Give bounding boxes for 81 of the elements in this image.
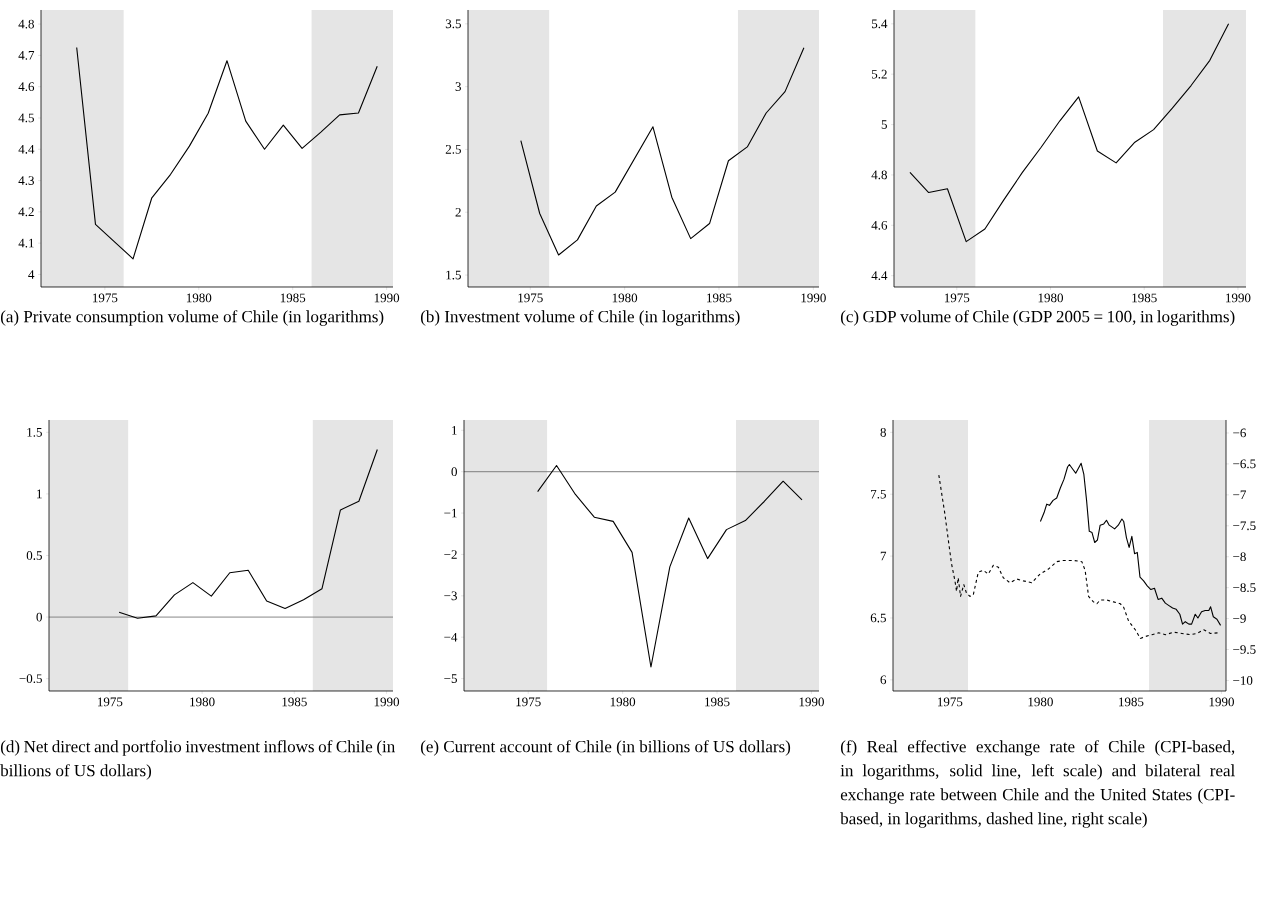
x-tick-label: 1975 [518, 293, 543, 303]
text: (c) GDP volume of Chile (GDP 2005 = 100, in logarithms) [840, 310, 1235, 326]
y2-tick-label: −10 [1233, 676, 1253, 685]
line-series [76, 47, 378, 260]
y-tick-label: 4.5 [18, 113, 34, 123]
x-tick-label: 1975 [944, 293, 970, 303]
y-tick-label: 4.7 [18, 51, 35, 60]
text: (f) Real effective exchange rate of Chile (CPI-based, in logarithms, solid line, left scale) and bilateral real exchange rate between Chile and the United States (CPI-based, in logarithms, dashed line, right scale) [840, 740, 1235, 828]
y2-tick-label: −9.5 [1233, 645, 1256, 654]
line-series [909, 23, 1230, 243]
line-series [1039, 462, 1222, 626]
x-tick-label: 1985 [705, 697, 730, 707]
x-tick-label: 1990 [374, 293, 400, 303]
x-tick-label: 1975 [93, 293, 118, 303]
y-tick-label: −2 [444, 550, 457, 559]
y-tick-label: 1.5 [27, 427, 42, 437]
y2-tick-label: −6.5 [1233, 459, 1256, 469]
line-series [118, 449, 378, 619]
x-tick-label: 1985 [282, 697, 307, 707]
y-tick-label: 0 [36, 612, 42, 622]
y-tick-label: −1 [444, 508, 457, 518]
x-tick-label: 1980 [612, 293, 638, 303]
y-tick-label: 6.5 [870, 613, 886, 623]
x-tick-label: 1975 [938, 697, 963, 707]
x-tick-label: 1990 [801, 293, 826, 303]
y-tick-label: 0 [451, 467, 457, 477]
y2-tick-label: −7 [1233, 490, 1246, 500]
y-tick-label: 4.2 [18, 207, 34, 217]
x-tick-label: 1980 [190, 697, 215, 707]
y-tick-label: 4 [28, 270, 35, 279]
y-tick-label: −4 [444, 632, 458, 642]
y2-tick-label: −9 [1233, 614, 1246, 623]
y-tick-label: 0.5 [26, 551, 42, 560]
x-tick-label: 1985 [1119, 697, 1144, 707]
y-tick-label: 5.2 [871, 69, 887, 79]
x-tick-label: 1975 [98, 697, 123, 707]
y-tick-label: 6 [880, 675, 887, 685]
y-tick-label: 4.4 [18, 144, 35, 154]
y2-tick-label: −6 [1233, 428, 1246, 438]
x-tick-label: 1980 [1038, 293, 1064, 303]
x-tick-label: 1980 [610, 697, 636, 707]
y-tick-label: 4.3 [18, 176, 34, 185]
x-tick-label: 1980 [1028, 697, 1053, 707]
y-tick-label: 2 [455, 207, 461, 217]
y-tick-label: 5 [881, 120, 887, 129]
y2-tick-label: −8.5 [1233, 583, 1256, 593]
x-tick-label: 1990 [374, 697, 400, 707]
y-tick-label: 5.4 [871, 19, 888, 29]
x-tick-label: 1990 [1209, 697, 1234, 707]
x-tick-label: 1985 [1132, 293, 1157, 303]
y-tick-label: −0.5 [19, 674, 42, 684]
x-tick-label: 1990 [799, 697, 824, 707]
y-tick-label: 4.6 [18, 82, 35, 92]
x-tick-label: 1990 [1226, 293, 1251, 303]
x-tick-label: 1980 [186, 293, 212, 303]
y-tick-label: 8 [880, 427, 886, 437]
y-tick-label: 1.5 [446, 270, 461, 280]
text: (a) Private consumption volume of Chile (in logarithms) [0, 310, 384, 326]
x-tick-label: 1975 [516, 697, 541, 707]
text: (e) Current account of Chile (in billions of US dollars) [420, 740, 791, 756]
y-tick-label: 4.8 [871, 170, 887, 180]
y-tick-label: 1 [37, 489, 42, 499]
y2-tick-label: −7.5 [1233, 521, 1256, 531]
text: (d) Net direct and portfolio investment inflows of Chile (in billions of US dollars) [0, 740, 395, 780]
y-tick-label: −5 [444, 674, 457, 683]
line-series [537, 464, 803, 668]
y2-tick-label: −8 [1233, 552, 1246, 562]
y-tick-label: 3.5 [445, 19, 461, 29]
y-tick-label: 4.1 [18, 238, 34, 248]
y-tick-label: 1 [452, 426, 457, 435]
y-tick-label: 7.5 [871, 489, 886, 499]
x-tick-label: 1985 [707, 293, 732, 303]
y-tick-label: 3 [455, 82, 461, 91]
text: (b) Investment volume of Chile (in logarithms) [420, 310, 740, 326]
y-tick-label: 4.8 [18, 19, 34, 29]
y-tick-label: 7 [880, 551, 887, 561]
y-tick-label: −3 [444, 591, 457, 601]
x-tick-label: 1985 [280, 293, 306, 303]
y-tick-label: 4.4 [871, 271, 888, 281]
y-tick-label: 4.6 [871, 220, 888, 230]
y-tick-label: 2.5 [445, 145, 461, 154]
